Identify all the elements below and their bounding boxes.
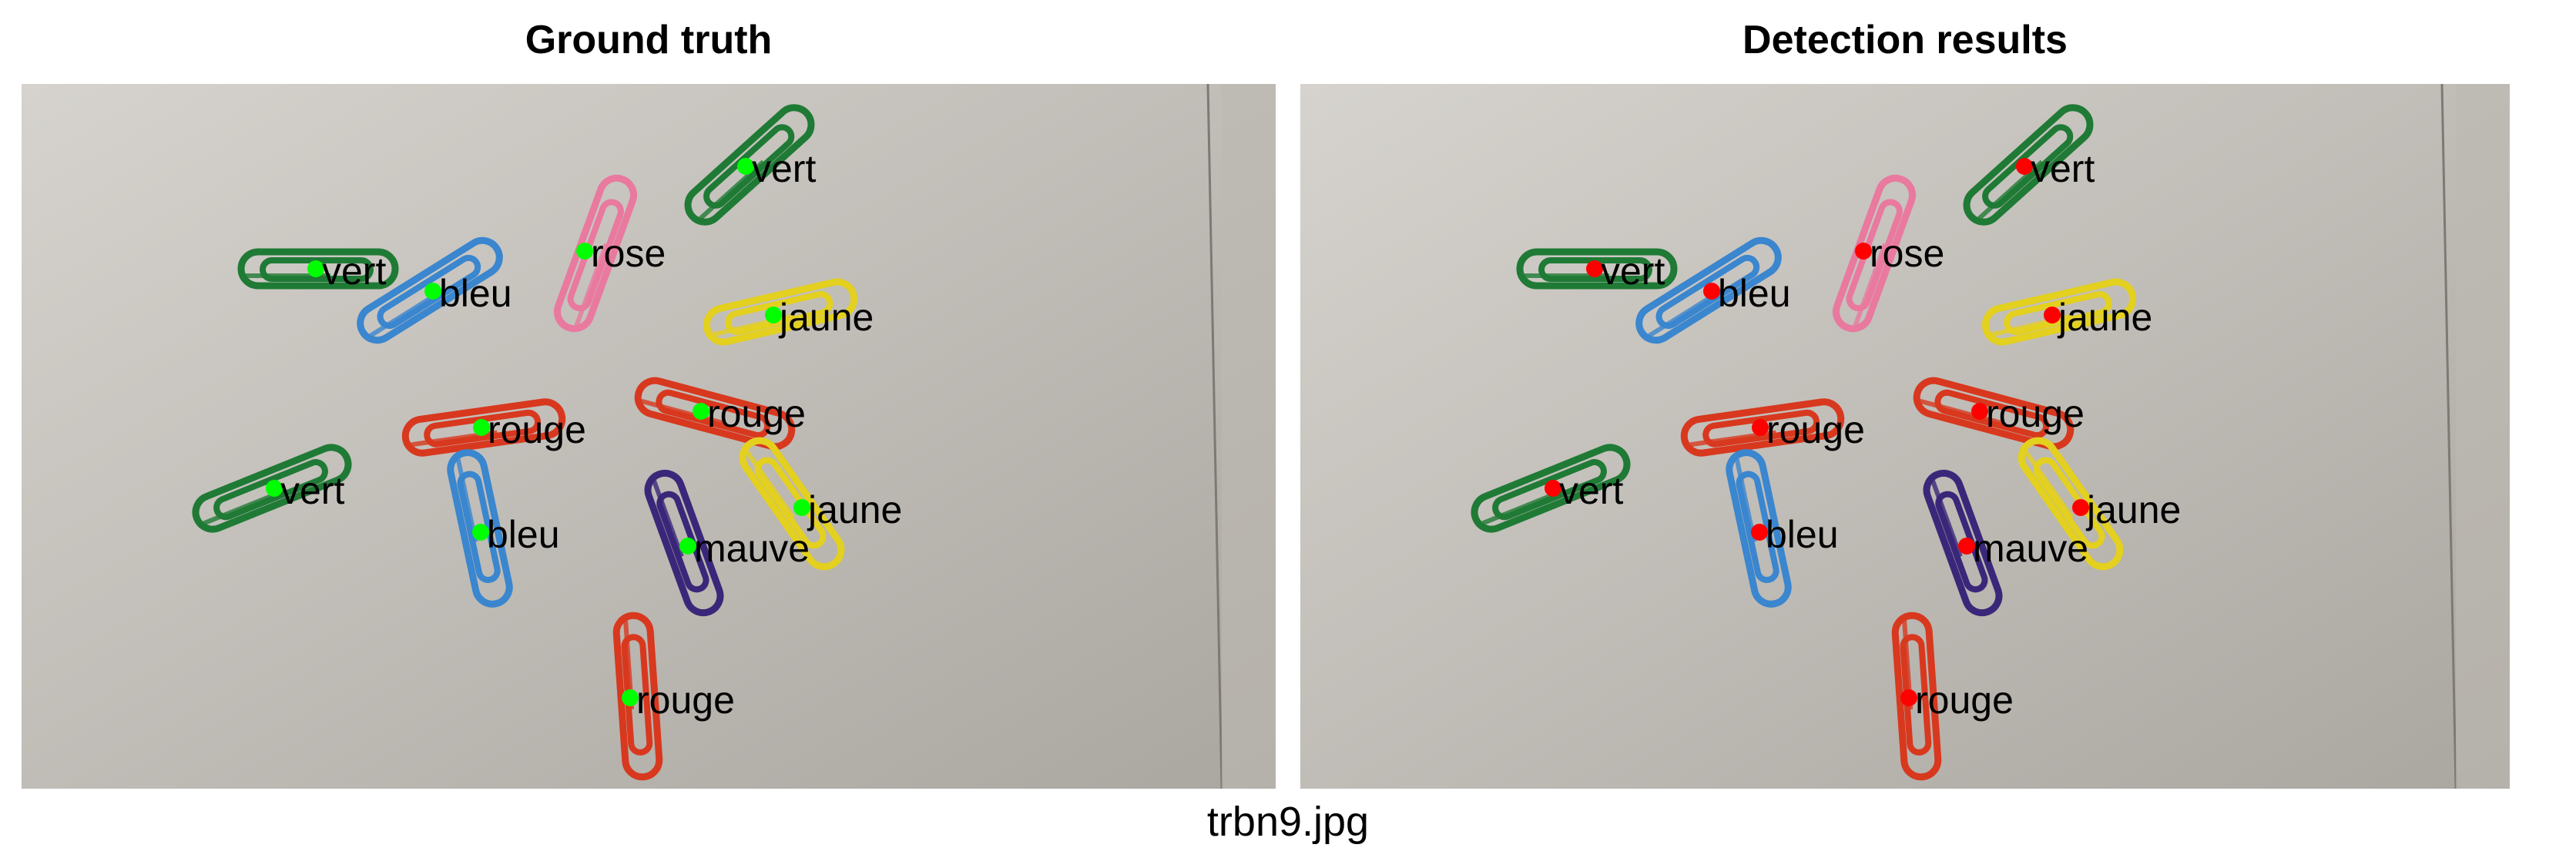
image-filename-caption: trbn9.jpg — [1206, 799, 1370, 845]
paperclip-green — [1516, 248, 1678, 290]
paper-background — [22, 84, 1276, 789]
detection-marker — [1703, 283, 1720, 300]
ground-truth-marker — [693, 403, 709, 420]
ground-truth-title: Ground truth — [525, 18, 773, 62]
detection-marker — [1855, 243, 1872, 260]
ground-truth-label: vert — [752, 147, 816, 190]
ground-truth-label: vert — [280, 469, 344, 512]
ground-truth-label: rose — [591, 232, 666, 275]
ground-truth-label: rouge — [636, 679, 735, 722]
ground-truth-marker — [737, 158, 754, 175]
table-surface — [2456, 84, 2510, 789]
ground-truth-marker — [424, 283, 441, 300]
paperclip-yellow — [739, 437, 845, 571]
paperclip-red — [1913, 377, 2075, 451]
paperclip-blue — [357, 236, 503, 344]
detection-results-canvas: vert rose vert bleu jaune rouge rouge vert jaune… — [1300, 84, 2510, 789]
detection-marker — [1751, 524, 1768, 541]
paperclip-mauve — [644, 469, 724, 617]
paperclip-green — [1963, 104, 2094, 226]
paperclip-mauve — [1923, 469, 2003, 617]
paperclip-blue — [447, 449, 513, 608]
ground-truth-marker — [472, 524, 489, 541]
detection-results-image: vert rose vert bleu jaune rouge rouge vert jaune… — [1300, 84, 2510, 789]
ground-truth-canvas: vert rose vert bleu jaune rouge rouge vert jaune… — [22, 84, 1276, 789]
detection-label: vert — [2031, 147, 2095, 190]
paperclip-blue — [1635, 236, 1782, 344]
ground-truth-label: vert — [322, 250, 386, 293]
detection-marker — [1752, 419, 1769, 436]
ground-truth-marker — [266, 480, 283, 497]
detection-marker — [1971, 403, 1988, 420]
ground-truth-marker — [622, 689, 639, 706]
ground-truth-image: vert rose vert bleu jaune rouge rouge vert jaune… — [22, 84, 1276, 789]
paperclip-pink — [1832, 174, 1917, 333]
detection-marker — [1545, 480, 1561, 497]
ground-truth-label: rouge — [707, 392, 806, 435]
detection-label: rouge — [1766, 408, 1865, 451]
ground-truth-label: bleu — [439, 272, 512, 315]
detection-label: bleu — [1766, 513, 1839, 556]
paperclip-green — [237, 248, 399, 290]
ground-truth-label: jaune — [778, 296, 874, 339]
ground-truth-marker — [679, 538, 696, 555]
detection-marker — [2072, 499, 2089, 516]
detection-marker — [1900, 689, 1917, 706]
detection-label: rouge — [1986, 392, 2085, 435]
detection-label: mauve — [1973, 527, 2088, 570]
table-surface — [1222, 84, 1276, 789]
detection-label: vert — [1601, 250, 1665, 293]
ground-truth-marker — [307, 260, 324, 277]
ground-truth-marker — [765, 307, 782, 323]
detection-results-title: Detection results — [1742, 18, 2068, 62]
ground-truth-label: jaune — [807, 488, 902, 531]
paperclip-blue — [1726, 449, 1792, 608]
detection-marker — [2044, 307, 2061, 323]
detection-label: jaune — [2085, 488, 2181, 531]
paperclip-red — [634, 377, 796, 451]
paperclip-yellow — [703, 278, 858, 346]
paperclip-yellow — [2018, 437, 2124, 571]
detection-label: bleu — [1718, 272, 1791, 315]
ground-truth-label: rouge — [488, 408, 586, 451]
detection-label: vert — [1559, 469, 1623, 512]
detection-marker — [2016, 158, 2033, 175]
detection-label: rouge — [1915, 679, 2014, 722]
paper-edge — [2440, 84, 2457, 789]
detection-marker — [1586, 260, 1603, 277]
paper-edge — [1206, 84, 1223, 789]
ground-truth-marker — [793, 499, 810, 516]
paperclip-green — [192, 444, 352, 533]
detection-label: jaune — [2057, 296, 2152, 339]
paperclip-green — [1471, 444, 1631, 533]
ground-truth-label: mauve — [694, 527, 810, 570]
ground-truth-label: bleu — [487, 513, 560, 556]
ground-truth-marker — [473, 419, 490, 436]
detection-marker — [1958, 538, 1975, 555]
ground-truth-marker — [576, 243, 593, 260]
detection-label: rose — [1870, 232, 1944, 275]
